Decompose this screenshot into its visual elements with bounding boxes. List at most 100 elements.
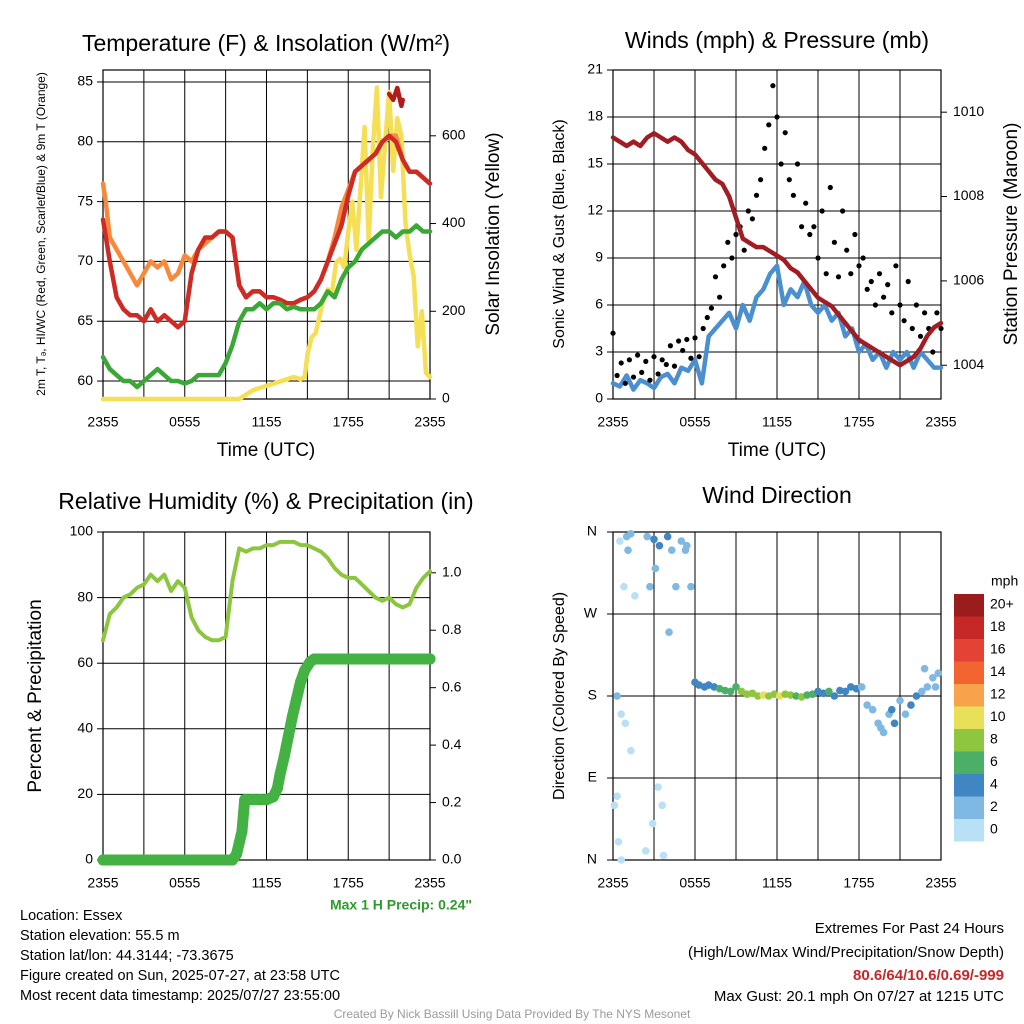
colorbar-label: 0	[990, 821, 998, 837]
winds-series-1-point	[803, 200, 809, 206]
winds-series-1-point	[938, 325, 944, 332]
winds-y2-axis-label: Station Pressure (Maroon)	[1001, 123, 1022, 346]
direction-point	[888, 705, 896, 714]
direction-point	[646, 582, 654, 591]
colorbar-label: 14	[990, 663, 1006, 679]
winds-series-1-point	[917, 333, 924, 339]
direction-point	[655, 541, 664, 550]
info-location: Location: Essex	[20, 908, 123, 924]
direction-x-tick-label: 1755	[843, 875, 874, 891]
direction-point	[687, 582, 695, 591]
winds-series-1-point	[889, 310, 895, 316]
direction-point	[654, 783, 662, 791]
winds-series-1-point	[712, 274, 719, 280]
winds-series-1-point	[782, 130, 788, 136]
info-latlon: Station lat/lon: 44.3144; -73.3675	[20, 948, 234, 964]
direction-point	[643, 532, 651, 541]
temperature-x-tick-label: 1155	[251, 414, 281, 430]
direction-point	[923, 683, 932, 691]
winds-series-1-point	[827, 184, 833, 191]
winds-x-axis-label: Time (UTC)	[728, 440, 827, 461]
winds-series-1-point	[807, 231, 813, 238]
winds-x-tick-label: 0555	[679, 414, 710, 430]
winds-series-1-point	[819, 208, 825, 214]
winds-series-1-point	[934, 310, 940, 316]
winds-series-1-point	[758, 177, 764, 183]
direction-point	[896, 696, 904, 705]
direction-point	[841, 687, 850, 696]
winds-series-1-point	[799, 224, 805, 230]
direction-y-tick-label: S	[588, 687, 597, 703]
winds-series-2-line	[610, 131, 944, 368]
colorbar-swatch	[954, 661, 984, 684]
colorbar-label: 12	[990, 686, 1006, 702]
winds-series-1-point	[893, 263, 899, 269]
temperature-title: Temperature (F) & Insolation (W/m²)	[82, 30, 450, 56]
temperature-y2-tick-label: 600	[442, 127, 466, 143]
humidity-y2-tick-label: 0.2	[442, 793, 462, 809]
temperature-y-tick-label: 80	[77, 132, 93, 148]
direction-title: Wind Direction	[702, 482, 852, 508]
winds-series-1-point	[844, 247, 850, 253]
direction-point	[659, 851, 668, 860]
direction-point	[863, 701, 871, 709]
winds-series-1-point	[848, 271, 854, 277]
extremes-heading: Extremes For Past 24 Hours	[814, 920, 1004, 937]
humidity-y2-tick-label: 0.6	[442, 678, 462, 694]
info-elevation: Station elevation: 55.5 m	[20, 928, 180, 944]
winds-series-1-point	[610, 330, 616, 336]
direction-x-tick-label: 0555	[679, 875, 710, 891]
direction-point	[663, 532, 672, 541]
winds-series-1-point	[684, 336, 690, 343]
winds-series-1-point	[745, 208, 751, 214]
direction-y-tick-label: N	[587, 523, 597, 539]
extremes-gust: Max Gust: 20.1 mph On 07/27 at 1215 UTC	[713, 988, 1004, 1005]
winds-title: Winds (mph) & Pressure (mb)	[625, 27, 929, 53]
humidity-y-tick-label: 20	[77, 785, 93, 801]
winds-series-1-point	[864, 286, 870, 292]
humidity-x-tick-label: 1155	[251, 875, 281, 891]
direction-x-tick-label: 2355	[925, 875, 956, 891]
colorbar-swatch	[954, 751, 984, 774]
colorbar-label: 18	[990, 618, 1006, 634]
humidity-y-tick-label: 40	[77, 720, 93, 736]
winds-series-1-point	[794, 161, 801, 167]
temperature-y-tick-label: 65	[77, 312, 93, 328]
winds-series-1-point	[717, 294, 723, 300]
info-created: Figure created on Sun, 2025-07-27, at 23…	[20, 968, 340, 984]
info-latest: Most recent data timestamp: 2025/07/27 2…	[20, 988, 341, 1004]
winds-y2-tick-label: 1004	[953, 356, 984, 372]
direction-point	[934, 669, 943, 678]
direction-point	[681, 546, 690, 555]
temperature-x-tick-label: 2355	[414, 414, 445, 430]
direction-point	[868, 705, 877, 714]
direction-point	[912, 692, 921, 700]
winds-series-1-point	[885, 282, 891, 288]
temperature-y2-tick-label: 0	[442, 390, 450, 406]
winds-x-tick-label: 1755	[843, 414, 874, 430]
winds-series-1-point	[618, 360, 624, 366]
winds-series-1-point	[762, 145, 768, 151]
winds-y2-tick-label: 1006	[953, 272, 984, 288]
humidity-y-tick-label: 0	[85, 851, 93, 867]
colorbar-label: 8	[990, 731, 998, 747]
direction-point	[907, 701, 915, 709]
winds-series-1-point	[905, 278, 911, 285]
direction-point	[650, 535, 658, 544]
temperature-y-axis-label: 2m T, Tₔ, HI/WC (Red, Green, Scarlet/Blu…	[34, 72, 48, 396]
winds-series-1-point	[852, 231, 858, 238]
direction-point	[624, 546, 632, 555]
winds-y-tick-label: 18	[587, 108, 603, 124]
direction-point	[610, 801, 619, 810]
winds-series-1-point	[622, 380, 628, 386]
direction-y-tick-label: E	[588, 769, 597, 785]
direction-point	[931, 683, 940, 691]
winds-series-1-point	[733, 231, 739, 238]
direction-point	[665, 628, 673, 637]
colorbar-swatch	[954, 639, 984, 662]
winds-series-1-point	[930, 349, 936, 355]
winds-series-1-point	[881, 294, 887, 300]
direction-point	[672, 582, 680, 591]
winds-series-1-point	[667, 343, 674, 349]
winds-series-1-point	[700, 325, 706, 332]
